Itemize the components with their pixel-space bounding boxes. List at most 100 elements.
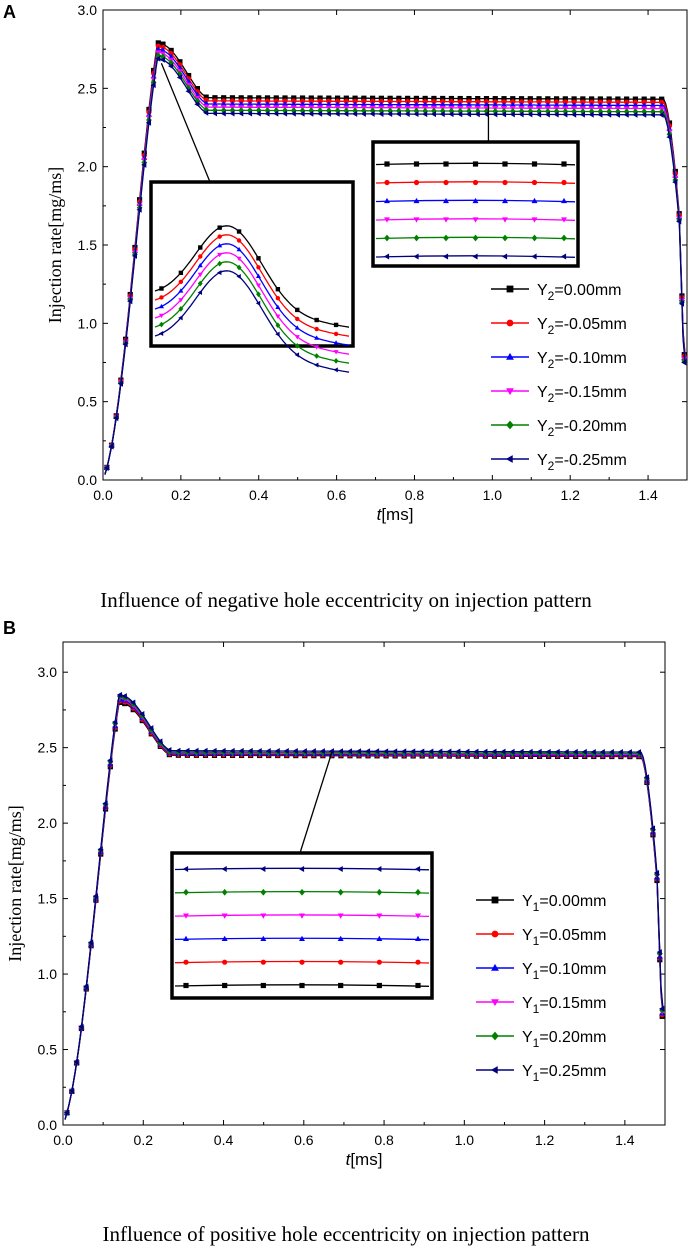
- data-point: [141, 161, 147, 168]
- legend-label-prefix: Y: [537, 282, 548, 299]
- data-point: [413, 111, 419, 118]
- data-point: [370, 98, 376, 104]
- data-point: [545, 748, 551, 755]
- legend-label-sub: 2: [548, 289, 555, 303]
- data-point: [448, 99, 455, 105]
- inset-data-point: [221, 866, 227, 872]
- series-line: [104, 45, 686, 475]
- inset-data-point: [178, 279, 184, 285]
- inset-data-point: [443, 179, 449, 186]
- data-point: [580, 96, 586, 102]
- data-point: [632, 99, 639, 105]
- data-point: [351, 110, 358, 117]
- inset-data-point: [260, 913, 267, 919]
- inset-data-point: [217, 225, 222, 230]
- inset-data-point: [256, 265, 261, 270]
- inset-series-4: [154, 260, 350, 364]
- data-point: [378, 98, 384, 105]
- data-point: [544, 107, 551, 115]
- data-point: [299, 98, 306, 104]
- inset-data-point: [415, 959, 421, 965]
- inset-data-point: [415, 913, 421, 919]
- series-line: [64, 698, 664, 1120]
- inset-data-point: [337, 935, 344, 941]
- inset-data-point: [376, 935, 383, 941]
- data-point: [317, 101, 324, 107]
- data-point: [590, 748, 596, 755]
- inset-data-point: [178, 270, 184, 276]
- data-point: [475, 96, 481, 102]
- data-point: [211, 100, 218, 107]
- data-point: [352, 98, 358, 104]
- data-point: [439, 101, 446, 107]
- legend-label-sub: 2: [548, 391, 555, 405]
- data-point: [87, 939, 94, 946]
- data-point: [501, 99, 507, 105]
- legend-label: Y1=0.20mm: [522, 1029, 607, 1050]
- data-point: [579, 111, 585, 118]
- y-tick-label: 1.0: [38, 966, 58, 982]
- legend-label: Y1=0.15mm: [522, 995, 607, 1016]
- inset-data-point: [222, 959, 228, 965]
- data-point: [413, 101, 420, 107]
- inset-data-point: [236, 256, 242, 262]
- caption-a: Influence of negative hole eccentricity …: [100, 588, 592, 612]
- data-point: [273, 107, 280, 114]
- legend-marker: [491, 1031, 499, 1041]
- series-5: [103, 55, 687, 475]
- data-point: [148, 725, 154, 732]
- data-point: [572, 748, 578, 755]
- data-point: [431, 107, 437, 115]
- data-point: [387, 101, 394, 107]
- x-tick-label: 1.2: [560, 487, 580, 503]
- inset-data-point: [159, 321, 164, 328]
- data-point: [229, 98, 236, 104]
- data-point: [346, 748, 353, 755]
- inset-data-point: [472, 253, 478, 260]
- data-point: [448, 95, 455, 102]
- inset-data-point: [531, 161, 538, 167]
- inset-data-point: [236, 246, 242, 252]
- data-point: [317, 98, 323, 104]
- data-point: [387, 98, 393, 105]
- data-point: [203, 100, 210, 106]
- inset-plateau-box: [170, 851, 434, 1000]
- data-point: [361, 98, 367, 104]
- data-point: [282, 95, 288, 101]
- data-point: [545, 99, 551, 105]
- inset-data-point: [158, 330, 164, 336]
- y-tick-label: 1.0: [78, 315, 98, 331]
- inset-leader-line: [160, 63, 211, 183]
- legend-marker: [506, 285, 514, 293]
- inset-data-point: [333, 350, 339, 355]
- data-point: [343, 98, 349, 104]
- data-point: [308, 107, 315, 114]
- data-point: [343, 110, 349, 117]
- data-point: [364, 748, 371, 755]
- y-tick-label: 0.0: [78, 472, 98, 488]
- inset-data-point: [217, 252, 223, 258]
- data-point: [571, 96, 577, 102]
- inset-data-point: [333, 367, 338, 373]
- data-point: [145, 119, 152, 126]
- data-point: [536, 96, 542, 102]
- data-point: [649, 825, 656, 832]
- data-point: [194, 101, 200, 108]
- data-point: [139, 711, 145, 718]
- data-point: [264, 110, 270, 117]
- inset-peak-box: [149, 180, 355, 348]
- inset-data-point: [197, 272, 203, 278]
- inset-series-3: [375, 217, 576, 223]
- inset-series-0: [174, 982, 430, 989]
- legend-label-suffix: =-0.05mm: [554, 316, 626, 333]
- data-point: [606, 102, 613, 108]
- data-point: [614, 102, 621, 108]
- inset-data-point: [255, 283, 261, 288]
- inset-data-point: [217, 234, 222, 239]
- data-point: [589, 99, 595, 105]
- inset-data-point: [337, 888, 344, 896]
- data-point: [382, 748, 389, 755]
- data-point: [615, 108, 621, 115]
- data-point: [641, 99, 647, 105]
- inset-data-point: [198, 245, 203, 250]
